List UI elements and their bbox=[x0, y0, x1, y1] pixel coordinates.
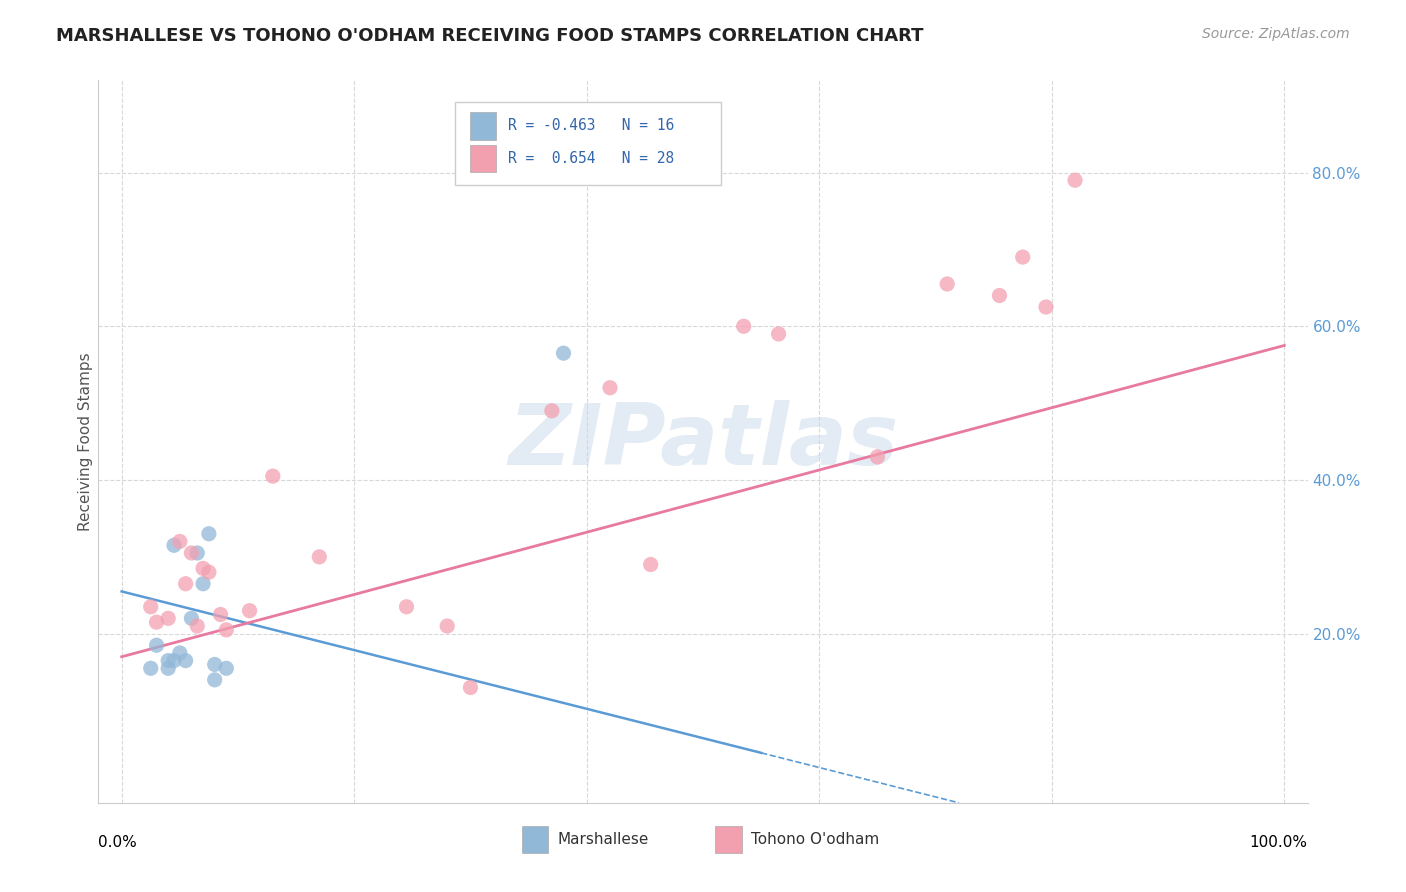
Point bbox=[139, 661, 162, 675]
Point bbox=[157, 654, 180, 668]
Point bbox=[1011, 250, 1033, 264]
Point bbox=[163, 654, 186, 668]
Point bbox=[1035, 300, 1057, 314]
FancyBboxPatch shape bbox=[522, 826, 548, 854]
Point bbox=[157, 611, 180, 625]
Point bbox=[540, 404, 562, 418]
Point bbox=[209, 607, 232, 622]
Point bbox=[145, 638, 167, 652]
Point bbox=[395, 599, 418, 614]
Point bbox=[460, 681, 482, 695]
Point bbox=[204, 673, 226, 687]
Y-axis label: Receiving Food Stamps: Receiving Food Stamps bbox=[77, 352, 93, 531]
Point bbox=[308, 549, 330, 564]
Point bbox=[186, 619, 208, 633]
Point bbox=[553, 346, 575, 360]
Point bbox=[239, 604, 262, 618]
Point bbox=[198, 565, 221, 579]
Point bbox=[186, 546, 208, 560]
Text: R = -0.463   N = 16: R = -0.463 N = 16 bbox=[509, 119, 675, 133]
Point bbox=[198, 526, 221, 541]
Point bbox=[936, 277, 959, 291]
Point bbox=[180, 611, 202, 625]
FancyBboxPatch shape bbox=[456, 102, 721, 185]
Point bbox=[436, 619, 458, 633]
FancyBboxPatch shape bbox=[470, 145, 496, 172]
Point bbox=[191, 576, 214, 591]
Text: Marshallese: Marshallese bbox=[558, 832, 650, 847]
FancyBboxPatch shape bbox=[470, 112, 496, 139]
Point bbox=[169, 534, 191, 549]
Point bbox=[988, 288, 1011, 302]
Point bbox=[733, 319, 755, 334]
Text: 100.0%: 100.0% bbox=[1250, 835, 1308, 850]
Text: R =  0.654   N = 28: R = 0.654 N = 28 bbox=[509, 151, 675, 166]
Point bbox=[169, 646, 191, 660]
Point bbox=[145, 615, 167, 630]
Point bbox=[640, 558, 662, 572]
Point bbox=[866, 450, 889, 464]
Point bbox=[180, 546, 202, 560]
Point bbox=[174, 654, 197, 668]
Point bbox=[768, 326, 790, 341]
Point bbox=[174, 576, 197, 591]
Point bbox=[262, 469, 284, 483]
FancyBboxPatch shape bbox=[716, 826, 742, 854]
Text: Tohono O'odham: Tohono O'odham bbox=[751, 832, 880, 847]
Point bbox=[1064, 173, 1087, 187]
Point bbox=[163, 538, 186, 552]
Text: 0.0%: 0.0% bbox=[98, 835, 138, 850]
Point bbox=[157, 661, 180, 675]
Point bbox=[139, 599, 162, 614]
Text: MARSHALLESE VS TOHONO O'ODHAM RECEIVING FOOD STAMPS CORRELATION CHART: MARSHALLESE VS TOHONO O'ODHAM RECEIVING … bbox=[56, 27, 924, 45]
Point bbox=[215, 661, 238, 675]
Point bbox=[215, 623, 238, 637]
Point bbox=[191, 561, 214, 575]
Point bbox=[599, 381, 621, 395]
Text: ZIPatlas: ZIPatlas bbox=[508, 400, 898, 483]
Point bbox=[204, 657, 226, 672]
Text: Source: ZipAtlas.com: Source: ZipAtlas.com bbox=[1202, 27, 1350, 41]
